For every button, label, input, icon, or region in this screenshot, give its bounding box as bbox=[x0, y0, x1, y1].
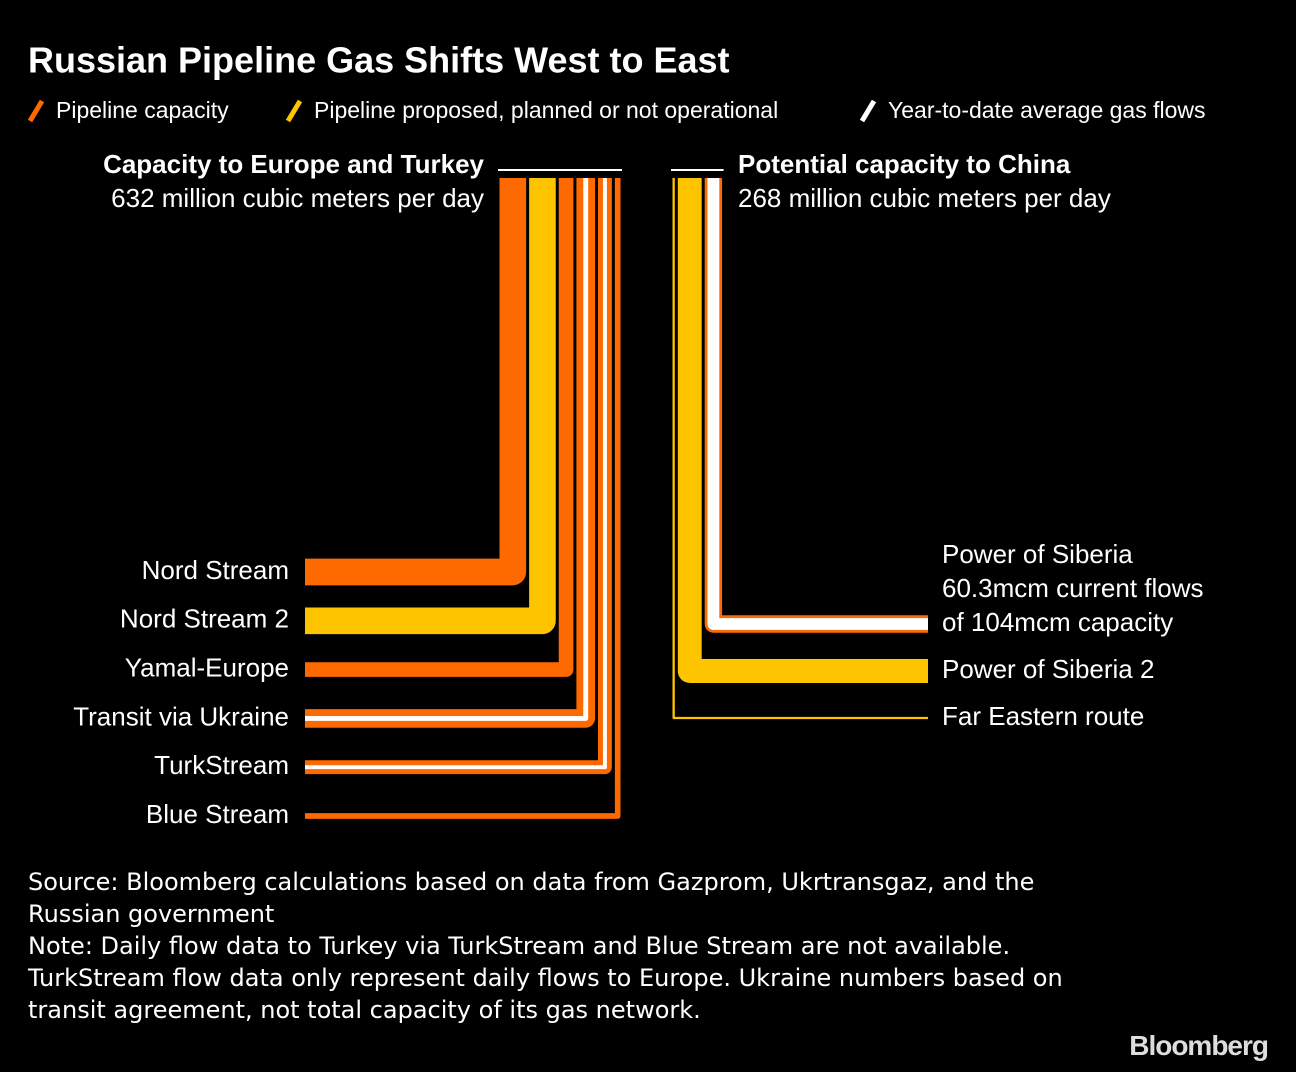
flow bbox=[707, 178, 928, 630]
pipeline bbox=[677, 178, 928, 683]
pipeline-label: Nord Stream 2 bbox=[120, 604, 289, 634]
legend-swatch bbox=[27, 99, 45, 123]
pipeline-label: Power of Siberia 2 bbox=[942, 654, 1154, 684]
chart: Russian Pipeline Gas Shifts West to East… bbox=[27, 40, 1206, 829]
chart-title: Russian Pipeline Gas Shifts West to East bbox=[28, 40, 730, 81]
pipeline-label: Far Eastern route bbox=[942, 701, 1144, 731]
group-subtitle: 632 million cubic meters per day bbox=[111, 183, 484, 213]
legend-swatch bbox=[859, 99, 877, 123]
pipeline-label: Yamal-Europe bbox=[125, 652, 289, 682]
legend-swatch bbox=[285, 99, 303, 123]
legend-label: Year-to-date average gas flows bbox=[888, 97, 1206, 123]
group-subtitle: 268 million cubic meters per day bbox=[738, 183, 1111, 213]
pipeline bbox=[305, 178, 527, 586]
pipeline-label: Transit via Ukraine bbox=[73, 701, 289, 731]
pipeline-label: Nord Stream bbox=[142, 555, 289, 585]
pipeline bbox=[305, 178, 621, 819]
pipeline-note: of 104mcm capacity bbox=[942, 607, 1173, 637]
pipeline bbox=[704, 178, 928, 633]
flow bbox=[305, 178, 607, 770]
legend-label: Pipeline capacity bbox=[56, 97, 229, 123]
pipeline-label: Power of Siberia bbox=[942, 539, 1133, 569]
pipeline-label: Blue Stream bbox=[146, 799, 289, 829]
pipeline-note: 60.3mcm current flows bbox=[942, 573, 1204, 603]
note: Note: Daily flow data to Turkey via Turk… bbox=[28, 932, 1063, 1024]
source: Source: Bloomberg calculations based on … bbox=[28, 868, 1035, 928]
brand: Bloomberg bbox=[1129, 1030, 1269, 1061]
flow bbox=[305, 178, 566, 670]
flow bbox=[305, 178, 589, 721]
flow bbox=[305, 178, 513, 572]
pipeline bbox=[672, 178, 928, 720]
pipeline-label: TurkStream bbox=[154, 750, 289, 780]
pipeline bbox=[305, 178, 556, 635]
pipeline bbox=[305, 178, 574, 677]
legend-label: Pipeline proposed, planned or not operat… bbox=[314, 97, 778, 123]
group-title: Potential capacity to China bbox=[738, 149, 1071, 179]
group-title: Capacity to Europe and Turkey bbox=[103, 149, 484, 179]
